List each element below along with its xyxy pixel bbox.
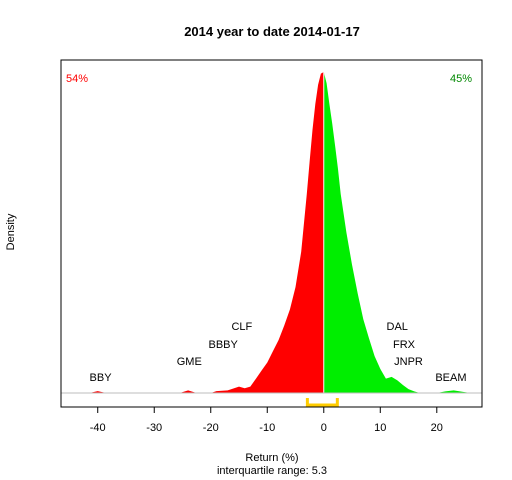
pct-negative-label: 54%: [66, 73, 88, 85]
iqr-bracket: [305, 398, 339, 407]
annotation-gme: GME: [177, 356, 202, 368]
plot-frame: [60, 59, 483, 408]
x-tick-label: -10: [259, 422, 275, 434]
x-tick-label: -40: [90, 422, 106, 434]
x-tick-label: -30: [146, 422, 162, 434]
x-tick-label: 10: [374, 422, 386, 434]
annotation-beam: BEAM: [435, 372, 466, 384]
x-axis: -40 -30 -20 -10 0 10 20: [90, 407, 443, 434]
x-tick-label: -20: [203, 422, 219, 434]
iqr-subtitle: interquartile range: 5.3: [217, 465, 327, 477]
annotation-bby: BBY: [90, 372, 113, 384]
x-tick-label: 0: [321, 422, 327, 434]
density-negative-area: [89, 72, 324, 393]
x-tick-label: 20: [431, 422, 443, 434]
annotation-bbby: BBBY: [209, 339, 239, 351]
annotation-jnpr: JNPR: [394, 356, 423, 368]
plot-area: BBY GME BBBY CLF DAL FRX JNPR BEAM: [60, 59, 483, 408]
annotation-dal: DAL: [387, 321, 408, 333]
annotation-frx: FRX: [393, 339, 416, 351]
density-positive-area: [323, 72, 471, 393]
pct-positive-label: 45%: [450, 73, 472, 85]
y-axis-label: Density: [5, 213, 17, 250]
x-axis-label: Return (%): [245, 452, 298, 464]
annotation-clf: CLF: [231, 321, 252, 333]
chart-title: 2014 year to date 2014-01-17: [184, 24, 360, 39]
